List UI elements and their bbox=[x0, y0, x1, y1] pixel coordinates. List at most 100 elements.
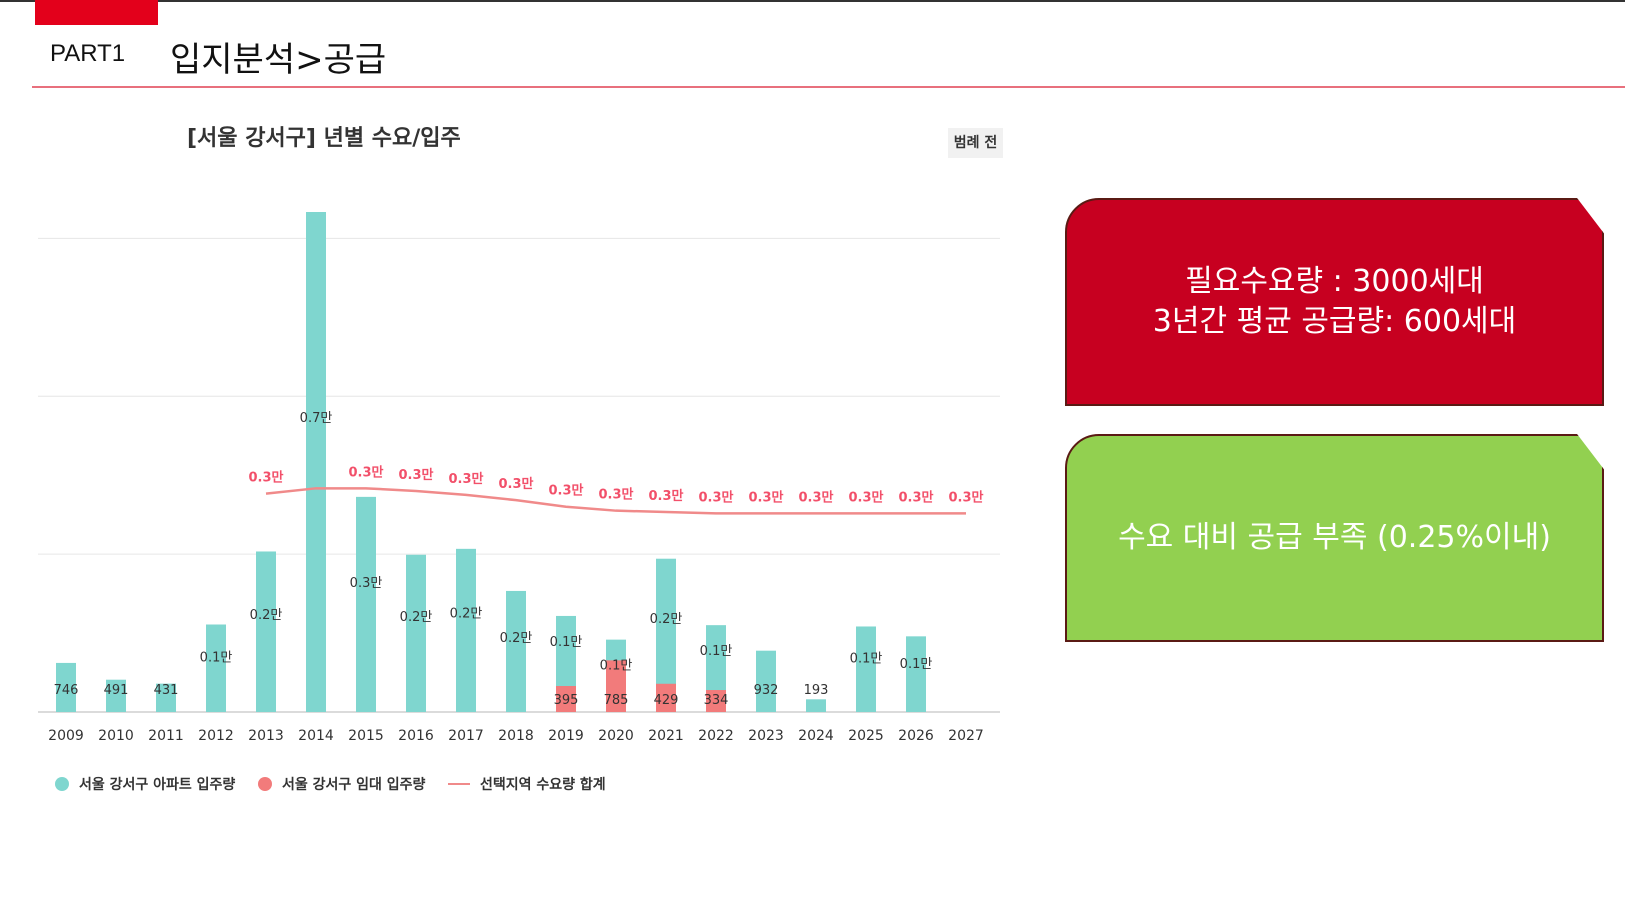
bar-label-apartment: 0.1만 bbox=[900, 657, 933, 672]
demand-label: 0.3만 bbox=[799, 489, 834, 505]
bar-label-apartment: 0.1만 bbox=[200, 650, 233, 665]
bar-apartment bbox=[406, 554, 426, 712]
bar-apartment bbox=[656, 558, 676, 712]
bar-apartment bbox=[256, 551, 276, 712]
bar-rental bbox=[606, 660, 626, 712]
x-tick-label: 2014 bbox=[298, 728, 334, 744]
bar-label-rental: 785 bbox=[604, 693, 629, 708]
chart-labels: 746 491 431 0.1만 0.2만 0.7만 0.3만 0.2만 0.2만 0.2만 0.1… bbox=[54, 411, 984, 708]
bar-label-apartment: 0.2만 bbox=[400, 610, 433, 625]
page-title: 입지분석>공급 bbox=[170, 40, 387, 80]
demand-label: 0.3만 bbox=[349, 464, 384, 480]
bar-label-apartment: 746 bbox=[54, 683, 79, 698]
legend-label: 선택지역 수요량 합계 bbox=[480, 777, 606, 793]
x-tick-label: 2022 bbox=[698, 728, 734, 744]
bar-apartment bbox=[856, 626, 876, 712]
bar-label-rental: 395 bbox=[554, 693, 579, 708]
legend-label: 서울 강서구 아파트 입주량 bbox=[79, 777, 236, 793]
demand-label: 0.3만 bbox=[399, 467, 434, 483]
bar-label-apartment: 0.2만 bbox=[650, 612, 683, 627]
bar-apartment bbox=[356, 496, 376, 712]
legend-line-icon bbox=[448, 783, 470, 785]
x-tick-label: 2023 bbox=[748, 728, 784, 744]
bar-label-apartment: 0.1만 bbox=[700, 644, 733, 659]
bar-label-rental: 429 bbox=[654, 693, 679, 708]
bar-rental bbox=[656, 683, 676, 712]
chart-bars bbox=[56, 212, 926, 712]
x-tick-label: 2015 bbox=[348, 728, 384, 744]
note-shortage: 수요 대비 공급 부족 (0.25%이내) bbox=[1065, 434, 1604, 642]
supply-demand-chart: 746 491 431 0.1만 0.2만 0.7만 0.3만 0.2만 0.2만 0.2만 0.1… bbox=[38, 212, 1000, 744]
x-tick-label: 2020 bbox=[598, 728, 634, 744]
demand-label: 0.3만 bbox=[849, 489, 884, 505]
chart-title: [서울 강서구] 년별 수요/입주 bbox=[187, 126, 461, 151]
demand-label: 0.3만 bbox=[449, 471, 484, 487]
x-tick-label: 2026 bbox=[898, 728, 934, 744]
x-tick-label: 2011 bbox=[148, 728, 184, 744]
bar-apartment bbox=[506, 590, 526, 712]
bar-apartment bbox=[806, 699, 826, 712]
x-tick-label: 2024 bbox=[798, 728, 834, 744]
x-tick-label: 2027 bbox=[948, 728, 984, 744]
chart-x-axis: 2009 2010 2011 2012 2013 2014 2015 2016 2017 2018… bbox=[48, 728, 984, 744]
bar-apartment bbox=[206, 624, 226, 712]
bar-apartment bbox=[156, 683, 176, 712]
x-tick-label: 2010 bbox=[98, 728, 134, 744]
note-line: 수요 대비 공급 부족 (0.25%이내) bbox=[1118, 520, 1551, 555]
bar-apartment bbox=[306, 212, 326, 712]
demand-label: 0.3만 bbox=[949, 489, 984, 505]
x-tick-label: 2013 bbox=[248, 728, 284, 744]
demand-label: 0.3만 bbox=[499, 476, 534, 492]
legend-label: 서울 강서구 임대 입주량 bbox=[282, 777, 426, 793]
bar-label-apartment: 431 bbox=[154, 683, 179, 698]
chart-demand-line bbox=[265, 487, 966, 515]
bar-label-apartment: 193 bbox=[804, 683, 829, 698]
part-label: PART1 bbox=[50, 40, 126, 67]
bar-label-apartment: 0.2만 bbox=[250, 608, 283, 623]
demand-label: 0.3만 bbox=[249, 470, 284, 486]
bar-label-apartment: 932 bbox=[754, 683, 779, 698]
x-tick-label: 2009 bbox=[48, 728, 84, 744]
note-line: 3년간 평균 공급량: 600세대 bbox=[1152, 304, 1517, 339]
legend-toggle-button[interactable]: 범례 전 bbox=[948, 128, 1003, 158]
demand-line bbox=[265, 487, 966, 515]
bar-apartment bbox=[106, 679, 126, 712]
x-tick-label: 2025 bbox=[848, 728, 884, 744]
note-line: 필요수요량 : 3000세대 bbox=[1185, 264, 1484, 299]
bar-label-apartment: 0.1만 bbox=[850, 651, 883, 666]
legend-item-apartment[interactable]: 서울 강서구 아파트 입주량 bbox=[55, 774, 235, 794]
bar-label-apartment: 491 bbox=[104, 683, 129, 698]
bar-rental bbox=[706, 690, 726, 712]
bar-apartment bbox=[906, 636, 926, 712]
bar-label-apartment: 0.2만 bbox=[500, 631, 533, 646]
legend-dot-icon bbox=[258, 777, 272, 791]
bar-apartment bbox=[456, 548, 476, 712]
x-tick-label: 2019 bbox=[548, 728, 584, 744]
x-tick-label: 2017 bbox=[448, 728, 484, 744]
legend-item-rental[interactable]: 서울 강서구 임대 입주량 bbox=[258, 774, 425, 794]
bar-apartment bbox=[756, 650, 776, 712]
legend-item-demand[interactable]: 선택지역 수요량 합계 bbox=[448, 774, 606, 794]
demand-label: 0.3만 bbox=[699, 489, 734, 505]
header-accent-tab bbox=[35, 0, 158, 25]
header-divider bbox=[32, 86, 1625, 88]
x-tick-label: 2012 bbox=[198, 728, 234, 744]
demand-label: 0.3만 bbox=[549, 483, 584, 499]
note-demand-supply: 필요수요량 : 3000세대 3년간 평균 공급량: 600세대 bbox=[1065, 198, 1604, 406]
bar-label-apartment: 0.3만 bbox=[350, 576, 383, 591]
bar-label-apartment: 0.7만 bbox=[300, 411, 333, 426]
demand-label: 0.3만 bbox=[899, 489, 934, 505]
bar-label-apartment: 0.2만 bbox=[450, 606, 483, 621]
x-tick-label: 2021 bbox=[648, 728, 684, 744]
bar-rental bbox=[556, 686, 576, 712]
top-rule bbox=[0, 0, 1625, 2]
demand-label: 0.3만 bbox=[649, 488, 684, 504]
x-tick-label: 2016 bbox=[398, 728, 434, 744]
bar-apartment bbox=[56, 662, 76, 712]
bar-label-apartment: 0.1만 bbox=[600, 659, 633, 674]
x-tick-label: 2018 bbox=[498, 728, 534, 744]
legend-dot-icon bbox=[55, 777, 69, 791]
demand-label: 0.3만 bbox=[749, 489, 784, 505]
demand-label: 0.3만 bbox=[599, 487, 634, 503]
bar-label-apartment: 0.1만 bbox=[550, 635, 583, 650]
